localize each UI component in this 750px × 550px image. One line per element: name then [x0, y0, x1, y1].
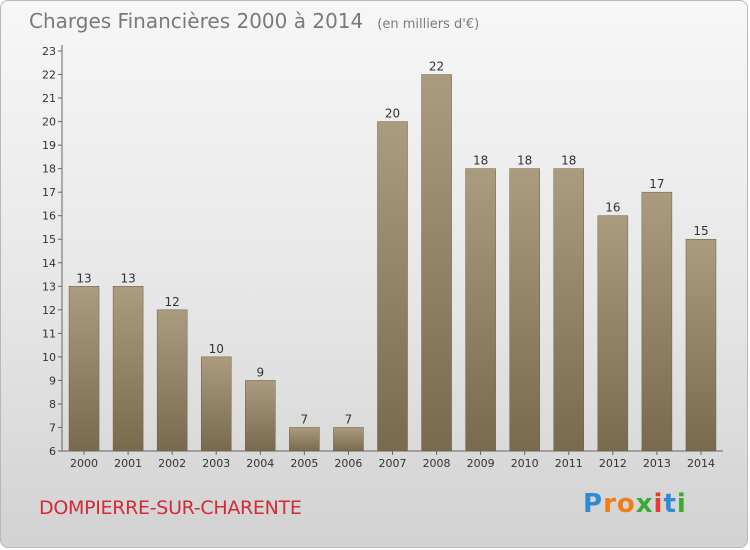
logo-letter: x	[635, 489, 654, 519]
y-tick-label: 21	[42, 92, 56, 105]
bar	[333, 427, 364, 452]
bar-value-label: 18	[473, 154, 488, 168]
bar	[377, 121, 408, 452]
bar-value-label: 16	[605, 201, 620, 215]
bar-value-label: 15	[693, 224, 708, 238]
x-tick-label: 2002	[158, 457, 186, 470]
y-tick-label: 8	[49, 398, 56, 411]
y-tick-label: 10	[42, 351, 56, 364]
x-tick-label: 2000	[70, 457, 98, 470]
y-tick-label: 22	[42, 69, 56, 82]
x-tick-label: 2005	[290, 457, 318, 470]
y-tick-label: 12	[42, 304, 56, 317]
bar-value-label: 9	[256, 365, 264, 379]
y-tick-label: 20	[42, 116, 56, 129]
x-tick-label: 2010	[511, 457, 539, 470]
y-tick-label: 14	[42, 257, 56, 270]
bar-value-label: 18	[517, 154, 532, 168]
y-tick-label: 11	[42, 327, 56, 340]
bar-value-label: 10	[209, 342, 224, 356]
bar	[68, 286, 100, 452]
bar	[685, 238, 717, 452]
chart-title: Charges Financières 2000 à 2014 (en milli…	[29, 9, 479, 33]
y-tick-label: 13	[42, 280, 56, 293]
y-tick-label: 15	[42, 233, 56, 246]
y-tick-label: 18	[42, 163, 56, 176]
logo-letter: r	[603, 489, 617, 519]
logo-letter: P	[583, 489, 604, 519]
bar-value-label: 7	[301, 412, 309, 426]
x-tick-label: 2012	[599, 457, 627, 470]
bar	[156, 309, 188, 452]
bar	[597, 215, 629, 452]
bar	[289, 427, 320, 452]
bar	[200, 356, 232, 452]
y-tick-label: 23	[42, 45, 56, 58]
x-tick-label: 2003	[202, 457, 230, 470]
x-tick-label: 2007	[379, 457, 407, 470]
bar-value-label: 13	[120, 271, 135, 285]
bar	[465, 168, 496, 452]
x-tick-label: 2011	[555, 457, 583, 470]
y-tick-label: 9	[49, 374, 56, 387]
x-tick-label: 2006	[334, 457, 362, 470]
chart-subtitle: (en milliers d'€)	[377, 17, 480, 32]
bar-value-label: 12	[165, 295, 180, 309]
y-tick-label: 17	[42, 186, 56, 199]
logo-letter: t	[663, 489, 677, 519]
x-tick-label: 2014	[687, 457, 715, 470]
bar-value-label: 20	[385, 107, 400, 121]
bar-value-label: 7	[345, 412, 353, 426]
bar-value-label: 18	[561, 154, 576, 168]
bar	[553, 168, 585, 452]
y-tick-label: 16	[42, 210, 56, 223]
bar	[112, 286, 144, 452]
commune-name: DOMPIERRE-SUR-CHARENTE	[39, 497, 302, 519]
y-tick-label: 19	[42, 139, 56, 152]
bar	[421, 74, 452, 452]
y-tick-label: 7	[49, 421, 56, 434]
logo-letter: i	[676, 489, 687, 519]
bar	[509, 168, 540, 452]
bar-value-label: 13	[76, 271, 91, 285]
x-tick-label: 2001	[114, 457, 142, 470]
x-tick-label: 2004	[246, 457, 274, 470]
bar-value-label: 22	[429, 60, 444, 74]
x-tick-label: 2009	[467, 457, 495, 470]
logo-letter: o	[616, 489, 636, 519]
bar	[641, 191, 673, 452]
bar-value-label: 17	[649, 177, 664, 191]
y-tick-label: 6	[49, 445, 56, 458]
logo-letter: i	[653, 489, 664, 519]
proxiti-logo: Proxiti	[583, 489, 687, 519]
x-tick-label: 2008	[423, 457, 451, 470]
chart-title-text: Charges Financières 2000 à 2014	[29, 9, 364, 33]
x-tick-label: 2013	[643, 457, 671, 470]
bar	[245, 380, 276, 452]
